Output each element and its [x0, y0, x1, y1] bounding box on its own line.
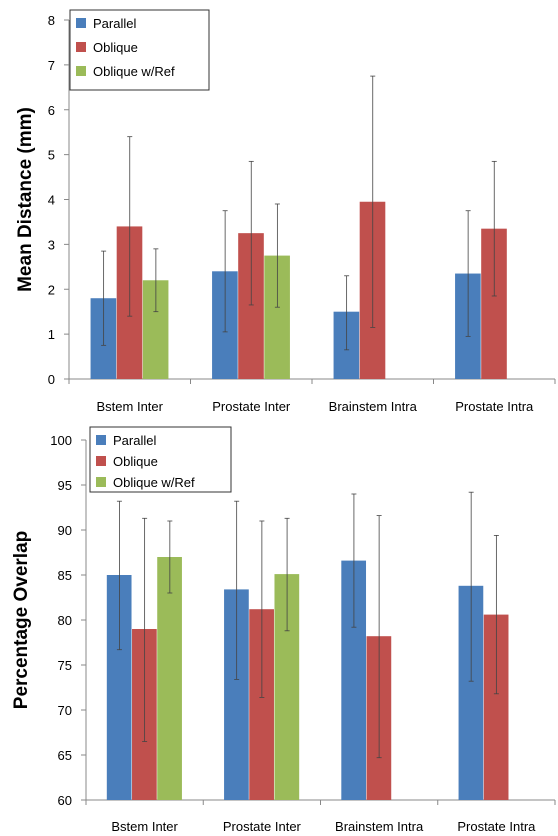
mean-distance-legend-label: Parallel [93, 16, 136, 31]
percentage-overlap-category-label: Bstem Inter [111, 819, 178, 834]
percentage-overlap-legend: Parallel Oblique Oblique w/Ref [89, 426, 232, 493]
percentage-overlap-y-tick-label: 95 [58, 478, 72, 493]
mean-distance-y-tick-label: 2 [48, 282, 55, 297]
mean-distance-y-tick-label: 4 [48, 193, 55, 208]
mean-distance-legend-swatch [76, 42, 86, 52]
percentage-overlap-y-axis-title: Percentage Overlap [11, 531, 32, 709]
percentage-overlap-y-tick-label: 75 [58, 658, 72, 673]
percentage-overlap-legend-box [89, 426, 232, 493]
percentage-overlap-bar [157, 557, 182, 800]
percentage-overlap-category-label: Prostate Intra [457, 819, 536, 834]
mean-distance-legend-swatch [76, 18, 86, 28]
mean-distance-y-tick-label: 3 [48, 237, 55, 252]
percentage-overlap-y-tick-label: 85 [58, 568, 72, 583]
percentage-overlap-category-label: Brainstem Intra [335, 819, 424, 834]
percentage-overlap-y-tick-label: 100 [50, 433, 72, 448]
mean-distance-y-tick-label: 6 [48, 103, 55, 118]
percentage-overlap-legend-label: Parallel [113, 433, 156, 448]
mean-distance-y-tick-label: 0 [48, 372, 55, 387]
mean-distance-y-axis-title: Mean Distance (mm) [15, 107, 36, 292]
percentage-overlap-category-label: Prostate Inter [223, 819, 302, 834]
percentage-overlap-chart: 60 65 70 75 80 85 90 95 100 Bstem Inter Prostate I… [11, 426, 556, 834]
mean-distance-legend-label: Oblique [93, 40, 138, 55]
mean-distance-category-label: Brainstem Intra [329, 399, 418, 414]
mean-distance-category-label: Prostate Inter [212, 399, 291, 414]
mean-distance-legend-swatch [76, 66, 86, 76]
mean-distance-y-tick-label: 1 [48, 327, 55, 342]
percentage-overlap-y-tick-label: 60 [58, 793, 72, 808]
percentage-overlap-y-tick-label: 70 [58, 703, 72, 718]
mean-distance-chart: 0 1 2 3 4 5 6 7 8 Bstem Inter Prostate Inter Brains… [15, 9, 556, 414]
mean-distance-y-tick-label: 7 [48, 58, 55, 73]
percentage-overlap-legend-swatch [96, 435, 106, 445]
percentage-overlap-legend-label: Oblique w/Ref [113, 475, 195, 490]
percentage-overlap-y-tick-label: 90 [58, 523, 72, 538]
percentage-overlap-legend-swatch [96, 477, 106, 487]
percentage-overlap-legend-label: Oblique [113, 454, 158, 469]
percentage-overlap-y-tick-label: 80 [58, 613, 72, 628]
mean-distance-legend: Parallel Oblique Oblique w/Ref [69, 9, 210, 91]
mean-distance-y-tick-label: 5 [48, 148, 55, 163]
percentage-overlap-y-tick-label: 65 [58, 748, 72, 763]
mean-distance-y-tick-label: 8 [48, 13, 55, 28]
mean-distance-legend-label: Oblique w/Ref [93, 64, 175, 79]
mean-distance-legend-box [69, 9, 210, 91]
mean-distance-category-label: Bstem Inter [97, 399, 164, 414]
mean-distance-category-label: Prostate Intra [455, 399, 534, 414]
percentage-overlap-legend-swatch [96, 456, 106, 466]
